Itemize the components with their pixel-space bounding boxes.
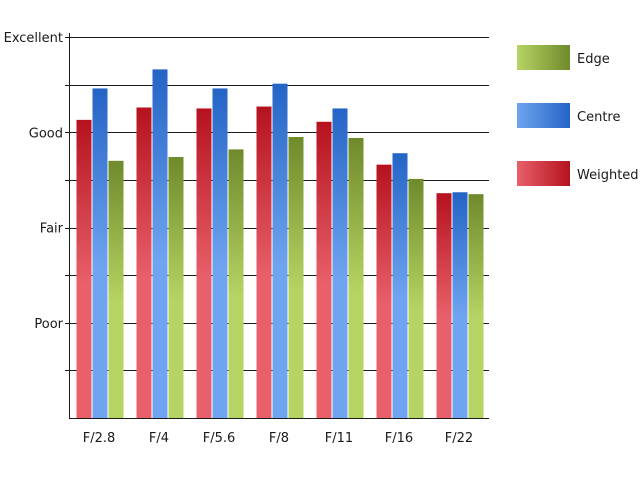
bar-centre-0 <box>92 88 108 418</box>
legend-swatch-weighted <box>517 161 570 186</box>
bar-weighted-0 <box>76 119 92 419</box>
x-tick-label: F/11 <box>325 431 353 446</box>
y-tick-label: Good <box>29 126 63 141</box>
bar-weighted-1 <box>136 107 152 419</box>
y-tick-label: Fair <box>40 222 64 237</box>
x-tick-label: F/8 <box>269 431 289 446</box>
legend-label-edge: Edge <box>577 52 610 67</box>
y-tick-label: Poor <box>34 317 63 332</box>
bar-edge-3 <box>288 137 304 418</box>
bar-weighted-4 <box>316 121 332 419</box>
tick-labels: F/2.8 F/4 F/5.6 F/8 F/11 F/16 F/22 Poor Fair Good… <box>4 31 474 446</box>
bar-centre-1 <box>152 69 168 418</box>
bar-edge-0 <box>108 160 124 418</box>
legend-swatch-centre <box>517 103 570 128</box>
bar-weighted-5 <box>376 164 392 418</box>
bar-weighted-2 <box>196 108 212 418</box>
bar-centre-5 <box>392 153 408 418</box>
bar-centre-3 <box>272 83 288 419</box>
bar-edge-1 <box>168 157 184 418</box>
bars <box>76 69 484 419</box>
bar-centre-4 <box>332 108 348 418</box>
bar-edge-6 <box>468 194 484 418</box>
bar-edge-2 <box>228 149 244 418</box>
bar-centre-6 <box>452 192 468 418</box>
x-tick-label: F/5.6 <box>203 431 236 446</box>
bar-weighted-6 <box>436 193 452 418</box>
bar-edge-5 <box>408 178 424 418</box>
legend: Edge Centre Weighted <box>517 45 639 186</box>
x-tick-label: F/2.8 <box>83 431 116 446</box>
bar-edge-4 <box>348 137 364 418</box>
x-tick-label: F/22 <box>445 431 473 446</box>
legend-label-weighted: Weighted <box>577 168 639 183</box>
y-tick-label: Excellent <box>4 31 63 46</box>
bar-weighted-3 <box>256 106 272 418</box>
x-tick-label: F/4 <box>149 431 169 446</box>
legend-label-centre: Centre <box>577 110 620 125</box>
axes <box>65 33 489 419</box>
legend-swatch-edge <box>517 45 570 70</box>
bar-centre-2 <box>212 88 228 418</box>
x-tick-label: F/16 <box>385 431 413 446</box>
